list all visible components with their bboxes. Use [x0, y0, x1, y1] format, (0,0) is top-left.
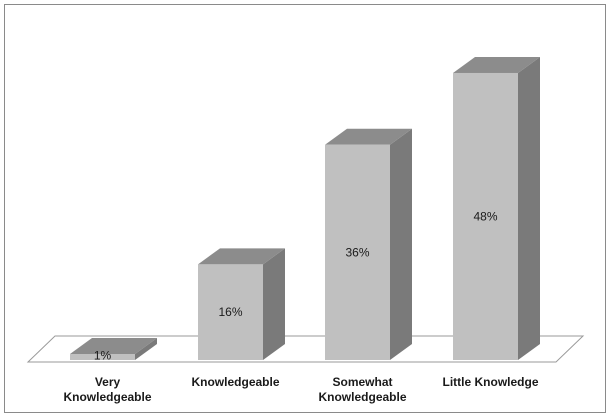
bar-front-2: [198, 264, 263, 360]
bar-2: [198, 248, 285, 360]
bar-side-4: [518, 56, 540, 361]
bars-group: [70, 56, 540, 361]
data-labels-group: 1% 16% 36% 48%: [94, 209, 498, 362]
bar-front-3: [325, 144, 390, 360]
bar-1: [70, 338, 157, 360]
data-label-4: 48%: [473, 209, 497, 223]
category-label-2: Knowledgeable: [191, 375, 279, 389]
bar-front-1: [70, 354, 135, 360]
category-label-1: Very Knowledgeable: [63, 375, 151, 404]
bar-4: [453, 56, 540, 361]
bar-side-2: [263, 248, 285, 360]
bar-3: [325, 128, 412, 360]
category-labels-group: Very Knowledgeable Knowledgeable Somewhat Kn…: [63, 375, 538, 404]
bar-front-4: [453, 72, 518, 361]
data-label-3: 36%: [345, 245, 369, 259]
category-label-3: Somewhat Knowledgeable: [318, 375, 406, 404]
data-label-1: 1%: [94, 349, 112, 363]
chart-floor: [26, 335, 585, 363]
bar-top-2: [198, 248, 285, 265]
bar-top-3: [325, 128, 412, 145]
bar-side-1: [135, 338, 157, 360]
category-label-4: Little Knowledge: [443, 375, 539, 389]
data-label-2: 16%: [218, 305, 242, 319]
bar-top-1: [70, 338, 157, 354]
bar-top-4: [453, 56, 540, 73]
bar-side-3: [390, 128, 412, 360]
